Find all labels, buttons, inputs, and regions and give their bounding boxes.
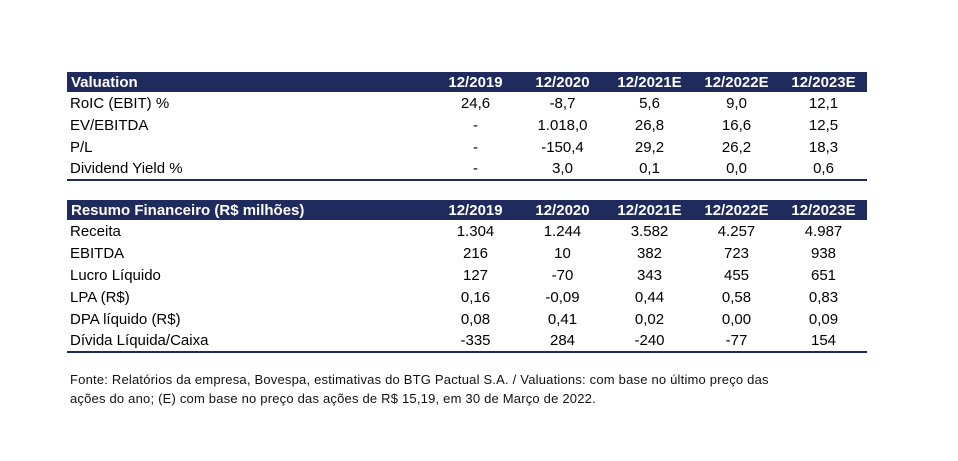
cell-value: 4.257: [717, 222, 756, 240]
cell-value: 12,1: [808, 94, 839, 112]
row-label: Dividend Yield %: [67, 158, 432, 181]
cell-value: 0,83: [808, 288, 839, 306]
cell-value: 18,3: [808, 138, 839, 156]
cell-value: 938: [810, 244, 837, 262]
valuation-table: Valuation 12/2019 12/2020 12/2021E 12/20…: [67, 72, 867, 181]
valuation-header-row: Valuation 12/2019 12/2020 12/2021E 12/20…: [67, 72, 867, 92]
row-label: Dívida Líquida/Caixa: [67, 330, 432, 353]
cell-value: 10: [554, 244, 571, 262]
cell-value: 127: [462, 266, 489, 284]
cell-value: 1.244: [543, 222, 582, 240]
cell-value: 5,6: [639, 94, 660, 112]
table-row: Dívida Líquida/Caixa -335 284 -240 -77 1…: [67, 330, 867, 353]
cell-value: 343: [636, 266, 663, 284]
valuation-title: Valuation: [67, 72, 432, 92]
resumo-year-header: 12/2021E: [606, 200, 693, 220]
cell-value: -0,09: [545, 288, 580, 306]
cell-value: 16,6: [721, 116, 752, 134]
cell-value: 1.304: [456, 222, 495, 240]
table-row: P/L - -150,4 29,2 26,2 18,3: [67, 136, 867, 158]
cell-value: 0,00: [721, 310, 752, 328]
cell-value: -335: [432, 330, 519, 353]
cell-value: 1.018,0: [537, 116, 588, 134]
row-label: EV/EBITDA: [70, 116, 149, 134]
cell-value: 0,6: [780, 158, 867, 181]
resumo-year-header: 12/2020: [519, 200, 606, 220]
cell-value: 24,6: [460, 94, 491, 112]
cell-value: 26,8: [634, 116, 665, 134]
table-row: EV/EBITDA - 1.018,0 26,8 16,6 12,5: [67, 114, 867, 136]
row-label: P/L: [70, 138, 93, 156]
cell-value: 12,5: [808, 116, 839, 134]
cell-value: 651: [810, 266, 837, 284]
cell-value: 0,16: [460, 288, 491, 306]
cell-value: 26,2: [721, 138, 752, 156]
table-row: Dividend Yield % - 3,0 0,1 0,0 0,6: [67, 158, 867, 181]
table-row: Lucro Líquido 127 -70 343 455 651: [67, 264, 867, 286]
valuation-year-header: 12/2023E: [780, 72, 867, 92]
cell-value: 0,41: [547, 310, 578, 328]
resumo-title: Resumo Financeiro (R$ milhões): [67, 200, 432, 220]
cell-value: -240: [606, 330, 693, 353]
footnote-line-1: Fonte: Relatórios da empresa, Bovespa, e…: [70, 372, 769, 387]
cell-value: -150,4: [541, 138, 584, 156]
row-label: LPA (R$): [70, 288, 130, 306]
cell-value: 9,0: [726, 94, 747, 112]
table-row: DPA líquido (R$) 0,08 0,41 0,02 0,00 0,0…: [67, 308, 867, 330]
cell-value: -77: [693, 330, 780, 353]
cell-value: 154: [780, 330, 867, 353]
cell-value: 0,08: [460, 310, 491, 328]
cell-value: -: [473, 116, 478, 134]
resumo-year-header: 12/2023E: [780, 200, 867, 220]
cell-value: 0,1: [606, 158, 693, 181]
cell-value: 0,02: [634, 310, 665, 328]
cell-value: 4.987: [804, 222, 843, 240]
footnote: Fonte: Relatórios da empresa, Bovespa, e…: [70, 370, 870, 408]
cell-value: 0,09: [808, 310, 839, 328]
cell-value: 284: [519, 330, 606, 353]
row-label: Lucro Líquido: [70, 266, 161, 284]
cell-value: -70: [551, 266, 574, 284]
resumo-year-header: 12/2019: [432, 200, 519, 220]
table-row: EBITDA 216 10 382 723 938: [67, 242, 867, 264]
footnote-line-2: ações do ano; (E) com base no preço das …: [70, 391, 596, 406]
cell-value: 455: [723, 266, 750, 284]
resumo-header-row: Resumo Financeiro (R$ milhões) 12/2019 1…: [67, 200, 867, 220]
resumo-year-header: 12/2022E: [693, 200, 780, 220]
cell-value: 382: [636, 244, 663, 262]
resumo-financeiro-table: Resumo Financeiro (R$ milhões) 12/2019 1…: [67, 200, 867, 353]
cell-value: -: [473, 138, 478, 156]
table-row: Receita 1.304 1.244 3.582 4.257 4.987: [67, 220, 867, 242]
cell-value: 3.582: [630, 222, 669, 240]
valuation-year-header: 12/2021E: [606, 72, 693, 92]
cell-value: 0,58: [721, 288, 752, 306]
table-row: RoIC (EBIT) % 24,6 -8,7 5,6 9,0 12,1: [67, 92, 867, 114]
row-label: DPA líquido (R$): [70, 310, 181, 328]
cell-value: -8,7: [549, 94, 576, 112]
cell-value: 29,2: [634, 138, 665, 156]
cell-value: -: [432, 158, 519, 181]
row-label: Receita: [70, 222, 121, 240]
cell-value: 0,44: [634, 288, 665, 306]
cell-value: 0,0: [693, 158, 780, 181]
row-label: EBITDA: [70, 244, 125, 262]
valuation-year-header: 12/2019: [432, 72, 519, 92]
cell-value: 3,0: [519, 158, 606, 181]
table-row: LPA (R$) 0,16 -0,09 0,44 0,58 0,83: [67, 286, 867, 308]
valuation-year-header: 12/2020: [519, 72, 606, 92]
valuation-year-header: 12/2022E: [693, 72, 780, 92]
row-label: RoIC (EBIT) %: [70, 94, 170, 112]
cell-value: 723: [723, 244, 750, 262]
cell-value: 216: [462, 244, 489, 262]
